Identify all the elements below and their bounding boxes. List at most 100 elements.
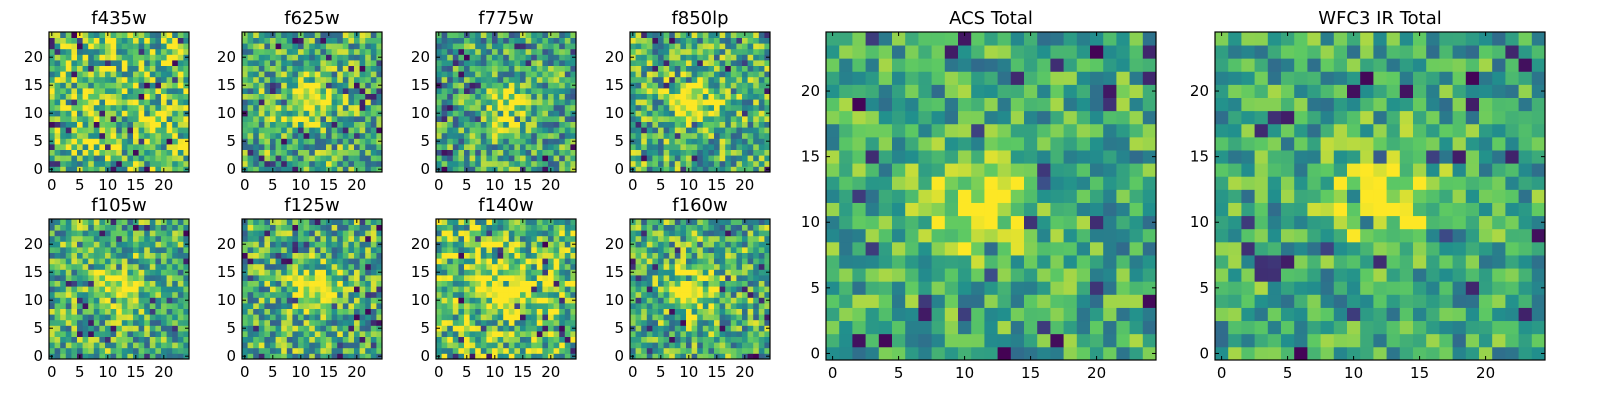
heatmap-cell (60, 155, 67, 162)
heatmap-cell (342, 166, 349, 173)
heatmap-cell (753, 325, 760, 332)
heatmap-cell (486, 54, 493, 61)
heatmap-cell (370, 297, 377, 304)
heatmap-cell (88, 60, 95, 66)
heatmap-cell (635, 43, 642, 50)
heatmap-cell (82, 160, 89, 167)
heatmap-cell (542, 314, 549, 321)
heatmap-cell (630, 308, 636, 315)
heatmap-cell (508, 110, 515, 117)
heatmap-cell (110, 286, 117, 293)
heatmap-cell (116, 269, 123, 276)
heatmap-cell (149, 308, 156, 315)
heatmap-cell (531, 325, 538, 332)
heatmap-cell (127, 127, 134, 134)
heatmap-cell (110, 37, 117, 44)
heatmap-cell (702, 32, 709, 38)
heatmap-cell (525, 110, 532, 117)
heatmap-cell (331, 331, 338, 337)
heatmap-cell (49, 235, 55, 242)
heatmap-cell (275, 224, 282, 231)
heatmap-cell (559, 286, 566, 293)
heatmap-cell (281, 138, 288, 145)
heatmap-cell (320, 160, 327, 167)
heatmap-cell (646, 99, 653, 106)
heatmap-cell (155, 353, 162, 360)
heatmap-cell (658, 275, 664, 281)
heatmap-cell (161, 76, 167, 83)
heatmap-cell (161, 347, 167, 354)
heatmap-cell (480, 155, 487, 162)
heatmap-cell (65, 252, 72, 259)
heatmap-cell (758, 286, 765, 293)
heatmap-cell (110, 241, 117, 248)
heatmap-cell (116, 280, 123, 287)
heatmap-cell (242, 155, 248, 162)
heatmap-cell (155, 166, 162, 173)
heatmap-cell (503, 76, 510, 83)
heatmap-cell (669, 37, 676, 44)
heatmap-cell (253, 263, 260, 270)
heatmap-cell (702, 166, 709, 173)
heatmap-cell (82, 71, 89, 78)
y-tick-label: 10 (217, 291, 236, 309)
heatmap-cell (536, 60, 543, 66)
heatmap-cell (719, 32, 726, 38)
heatmap-cell (303, 286, 310, 293)
y-tick-label: 5 (420, 132, 430, 150)
heatmap-cell (65, 235, 72, 242)
heatmap-cell (138, 235, 145, 242)
heatmap-cell (652, 342, 659, 349)
heatmap-cell (475, 263, 482, 270)
x-tick-label: 15 (319, 363, 338, 381)
heatmap-cell (88, 37, 95, 44)
heatmap-cell (469, 76, 476, 83)
heatmap-cell (127, 116, 134, 122)
heatmap-cell (370, 230, 377, 237)
heatmap-cell (370, 263, 377, 270)
heatmap-cell (508, 303, 515, 309)
heatmap-cell (105, 116, 111, 122)
heatmap-cell (65, 127, 72, 134)
heatmap-cell (253, 353, 260, 360)
heatmap-cell (331, 104, 338, 111)
heatmap-cell (708, 54, 715, 61)
heatmap-cell (337, 258, 344, 265)
heatmap-cell (764, 331, 771, 337)
heatmap-cell (725, 110, 732, 117)
heatmap-cell (292, 37, 299, 44)
heatmap-cell (646, 48, 653, 55)
heatmap-cell (497, 303, 504, 309)
heatmap-cell (548, 71, 554, 78)
heatmap-cell (719, 155, 726, 162)
heatmap-cell (292, 132, 299, 139)
heatmap-cell (646, 336, 653, 343)
heatmap-cell (652, 43, 659, 50)
heatmap-cell (183, 116, 190, 122)
heatmap-cell (725, 149, 732, 156)
heatmap-cell (508, 93, 515, 100)
heatmap-cell (714, 160, 720, 167)
heatmap-cell (60, 88, 67, 94)
heatmap-cell (138, 37, 145, 44)
heatmap-cell (286, 219, 293, 225)
heatmap-cell (376, 76, 383, 83)
y-tick-label: 5 (226, 319, 236, 337)
heatmap-cell (702, 308, 709, 315)
heatmap-cell (49, 127, 55, 134)
heatmap-cell (105, 224, 111, 231)
heatmap-cell (686, 314, 692, 321)
heatmap-cell (110, 149, 117, 156)
heatmap-cell (436, 104, 442, 111)
heatmap-cell (447, 160, 454, 167)
heatmap-cell (475, 336, 482, 343)
heatmap-cell (54, 166, 61, 173)
heatmap-cell (630, 319, 636, 326)
heatmap-cell (110, 258, 117, 265)
heatmap-cell (88, 235, 95, 242)
x-tick-label: 10 (98, 363, 117, 381)
heatmap-cell (275, 121, 282, 128)
heatmap-cell (264, 314, 271, 321)
heatmap-cell (88, 347, 95, 354)
heatmap-cell (253, 235, 260, 242)
